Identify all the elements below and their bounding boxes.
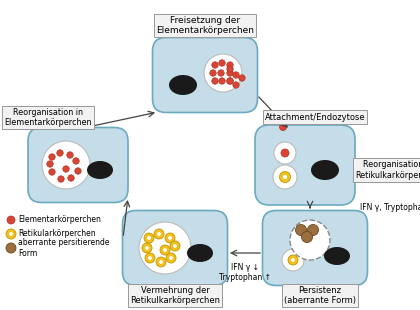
Circle shape: [307, 224, 318, 236]
FancyBboxPatch shape: [123, 210, 228, 286]
Text: IFN γ, Tryptophan ↓: IFN γ, Tryptophan ↓: [360, 203, 420, 212]
Circle shape: [73, 158, 79, 164]
Circle shape: [157, 232, 161, 236]
Circle shape: [281, 149, 289, 157]
Circle shape: [219, 60, 225, 66]
FancyBboxPatch shape: [28, 127, 128, 202]
Text: Persistenz
(aberrante Form): Persistenz (aberrante Form): [284, 286, 356, 305]
Circle shape: [288, 255, 298, 265]
Circle shape: [148, 256, 152, 260]
Circle shape: [166, 253, 176, 263]
Circle shape: [142, 243, 152, 253]
Text: Elementarkörperchen: Elementarkörperchen: [18, 215, 101, 224]
Circle shape: [227, 66, 233, 72]
Circle shape: [145, 246, 149, 250]
Circle shape: [170, 241, 180, 251]
Circle shape: [58, 176, 64, 182]
FancyBboxPatch shape: [262, 210, 368, 286]
Ellipse shape: [324, 247, 350, 265]
Circle shape: [279, 123, 286, 131]
Circle shape: [6, 229, 16, 239]
FancyBboxPatch shape: [255, 125, 355, 205]
Text: Freisetzung der
Elementarkörperchen: Freisetzung der Elementarkörperchen: [156, 16, 254, 35]
Circle shape: [218, 70, 224, 76]
Circle shape: [165, 233, 175, 243]
Circle shape: [212, 62, 218, 68]
Circle shape: [144, 233, 154, 243]
Circle shape: [233, 72, 239, 78]
Circle shape: [239, 75, 245, 81]
Circle shape: [296, 224, 307, 236]
Circle shape: [219, 78, 225, 84]
Circle shape: [47, 161, 53, 167]
Circle shape: [160, 245, 170, 255]
Circle shape: [49, 169, 55, 175]
Ellipse shape: [187, 244, 213, 262]
Circle shape: [63, 166, 69, 172]
Circle shape: [156, 257, 166, 267]
Circle shape: [75, 168, 81, 174]
Text: Retikularkörperchen: Retikularkörperchen: [18, 229, 96, 238]
Circle shape: [67, 152, 73, 158]
Circle shape: [210, 70, 216, 76]
Circle shape: [147, 236, 151, 240]
Circle shape: [227, 70, 233, 76]
Circle shape: [273, 165, 297, 189]
Circle shape: [173, 244, 177, 248]
Text: Attachment/Endozytose: Attachment/Endozytose: [265, 113, 365, 122]
Circle shape: [274, 142, 296, 164]
Ellipse shape: [169, 75, 197, 95]
Circle shape: [227, 78, 233, 84]
Circle shape: [291, 258, 295, 262]
Circle shape: [169, 256, 173, 260]
Circle shape: [163, 248, 167, 252]
Circle shape: [57, 150, 63, 156]
Circle shape: [290, 220, 330, 260]
Ellipse shape: [311, 160, 339, 180]
Circle shape: [212, 78, 218, 84]
FancyBboxPatch shape: [152, 38, 257, 113]
Circle shape: [145, 253, 155, 263]
Circle shape: [68, 175, 74, 181]
Circle shape: [233, 82, 239, 88]
Circle shape: [204, 54, 242, 92]
Circle shape: [49, 154, 55, 160]
Circle shape: [227, 78, 233, 84]
Text: aberrante persitierende
Form: aberrante persitierende Form: [18, 238, 110, 258]
Text: Reorganisation in
Elementarkörperchen: Reorganisation in Elementarkörperchen: [4, 108, 92, 127]
Ellipse shape: [87, 161, 113, 179]
Circle shape: [283, 175, 287, 179]
Text: Reorganisation in
Retikulkarkörperchen: Reorganisation in Retikulkarkörperchen: [355, 160, 420, 180]
Circle shape: [227, 62, 233, 68]
Text: Vermehrung der
Retikulkarkörperchen: Vermehrung der Retikulkarkörperchen: [130, 286, 220, 305]
Circle shape: [42, 141, 90, 189]
Circle shape: [168, 236, 172, 240]
Circle shape: [6, 243, 16, 253]
Circle shape: [154, 229, 164, 239]
Circle shape: [159, 260, 163, 264]
Circle shape: [282, 249, 304, 271]
Circle shape: [7, 216, 15, 224]
Circle shape: [9, 232, 13, 236]
Circle shape: [279, 171, 291, 183]
Text: IFN γ ↓
Tryptophan ↑: IFN γ ↓ Tryptophan ↑: [219, 263, 271, 282]
Circle shape: [302, 232, 312, 242]
Circle shape: [139, 222, 191, 274]
